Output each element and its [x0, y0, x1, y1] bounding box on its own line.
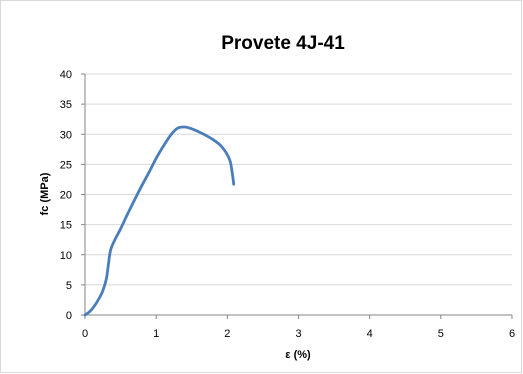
series-group [83, 125, 236, 317]
gridlines [85, 73, 512, 286]
series-line-0 [83, 125, 236, 317]
x-tick-label: 2 [224, 328, 230, 340]
y-tick-label: 30 [60, 129, 72, 141]
x-tick-label: 0 [82, 328, 88, 340]
x-tick-label: 4 [367, 328, 373, 340]
tick-labels: 0 5 10 15 20 25 30 35 40 0 1 2 3 4 5 6 [60, 69, 515, 340]
y-tick-label: 5 [66, 280, 72, 292]
y-tick-label: 10 [60, 250, 72, 262]
y-tick-label: 15 [60, 220, 72, 232]
x-tick-label: 5 [438, 328, 444, 340]
x-tick-label: 6 [509, 328, 515, 340]
y-tick-label: 20 [60, 190, 72, 202]
y-tick-label: 25 [60, 159, 72, 171]
chart-title: Provete 4J-41 [221, 33, 345, 54]
x-tick-label: 3 [295, 328, 301, 340]
y-tick-label: 0 [66, 310, 72, 322]
x-axis-title: ε (%) [285, 349, 311, 361]
x-tick-label: 1 [153, 328, 159, 340]
y-tick-label: 35 [60, 99, 72, 111]
y-tick-label: 40 [60, 69, 72, 81]
y-axis-title: fc (MPa) [39, 172, 51, 215]
axes [81, 73, 513, 319]
